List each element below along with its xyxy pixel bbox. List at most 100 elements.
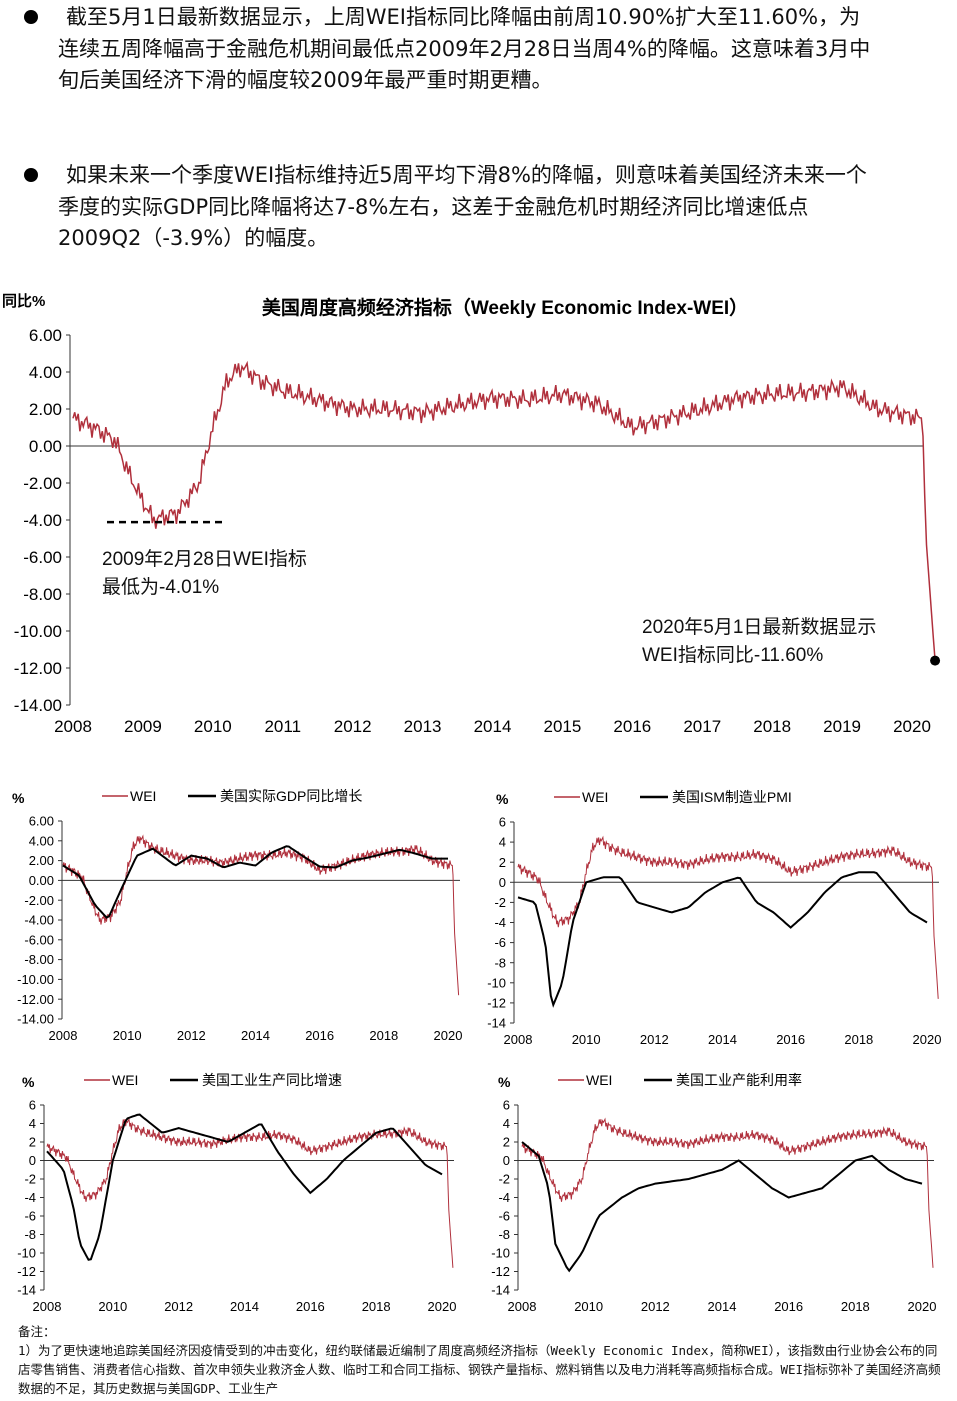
x-tick-label: 2017 xyxy=(683,717,721,736)
legend-wei-label: WEI xyxy=(582,789,608,805)
bullet-icon xyxy=(24,168,38,182)
y-axis-unit: % xyxy=(22,1074,35,1090)
latest-point-marker xyxy=(930,655,941,666)
x-tick-label: 2012 xyxy=(334,717,372,736)
x-tick-label: 2015 xyxy=(544,717,582,736)
x-tick-label: 2009 xyxy=(124,717,162,736)
x-tick-label: 2014 xyxy=(230,1299,259,1314)
annotation-low-line1: 2009年2月28日WEI指标 xyxy=(102,549,307,570)
x-tick-label: 2014 xyxy=(474,717,512,736)
legend-wei-label: WEI xyxy=(130,788,156,804)
y-tick-label: -10 xyxy=(17,1246,36,1261)
annotation-low: 2009年2月28日WEI指标 最低为-4.01% xyxy=(102,546,307,602)
x-tick-label: 2008 xyxy=(49,1028,78,1043)
y-tick-label: -14.00 xyxy=(14,696,62,715)
x-tick-label: 2018 xyxy=(844,1032,873,1047)
y-tick-label: -2.00 xyxy=(23,474,62,493)
x-tick-label: 2014 xyxy=(708,1299,737,1314)
y-tick-label: 4 xyxy=(29,1116,36,1131)
y-tick-label: -4.00 xyxy=(23,511,62,530)
x-tick-label: 2010 xyxy=(574,1299,603,1314)
y-tick-label: 2.00 xyxy=(29,400,62,419)
x-tick-label: 2010 xyxy=(113,1028,142,1043)
y-tick-label: 4.00 xyxy=(29,363,62,382)
y-tick-label: -8.00 xyxy=(24,952,54,967)
y-tick-label: -4 xyxy=(494,915,506,930)
x-tick-label: 2018 xyxy=(841,1299,870,1314)
y-tick-label: 0 xyxy=(503,1153,510,1168)
x-tick-label: 2010 xyxy=(572,1032,601,1047)
y-tick-label: -8 xyxy=(494,955,506,970)
legend-series-label: 美国ISM制造业PMI xyxy=(672,789,792,805)
x-tick-label: 2012 xyxy=(177,1028,206,1043)
y-tick-label: -14.00 xyxy=(17,1012,54,1027)
y-tick-label: -12 xyxy=(491,1264,510,1279)
y-tick-label: -2.00 xyxy=(24,893,54,908)
y-tick-label: -14 xyxy=(487,1016,506,1031)
y-tick-label: -12 xyxy=(487,995,506,1010)
y-tick-label: -12 xyxy=(17,1264,36,1279)
x-tick-label: 2018 xyxy=(362,1299,391,1314)
y-tick-label: -12.00 xyxy=(14,659,62,678)
wei-line xyxy=(72,360,936,661)
series-line xyxy=(46,1113,443,1261)
y-tick-label: 0 xyxy=(499,875,506,890)
y-tick-label: -10.00 xyxy=(14,622,62,641)
x-tick-label: 2014 xyxy=(708,1032,737,1047)
x-tick-label: 2012 xyxy=(640,1032,669,1047)
y-tick-label: 6 xyxy=(503,1098,510,1113)
y-tick-label: -6.00 xyxy=(24,932,54,947)
y-tick-label: -2 xyxy=(24,1172,36,1187)
legend-wei-label: WEI xyxy=(586,1072,612,1088)
x-tick-label: 2016 xyxy=(776,1032,805,1047)
x-tick-label: 2018 xyxy=(753,717,791,736)
legend-wei-label: WEI xyxy=(112,1072,138,1088)
y-axis-unit: % xyxy=(496,791,509,807)
x-tick-label: 2008 xyxy=(504,1032,533,1047)
x-tick-label: 2016 xyxy=(774,1299,803,1314)
x-tick-label: 2020 xyxy=(893,717,931,736)
y-tick-label: -10 xyxy=(491,1246,510,1261)
y-tick-label: -14 xyxy=(17,1283,36,1298)
legend-series-label: 美国工业生产同比增速 xyxy=(202,1072,342,1088)
y-tick-label: 4.00 xyxy=(29,833,54,848)
y-tick-label: -8 xyxy=(24,1227,36,1242)
paragraph-2: 如果未来一个季度WEI指标维持近5周平均下滑8%的降幅，则意味着美国经济未来一个… xyxy=(58,163,867,250)
wei-line xyxy=(517,835,939,999)
x-tick-label: 2020 xyxy=(908,1299,937,1314)
y-tick-label: -6 xyxy=(494,935,506,950)
y-tick-label: 0.00 xyxy=(29,437,62,456)
x-tick-label: 2008 xyxy=(508,1299,537,1314)
y-axis-unit: % xyxy=(498,1074,511,1090)
y-tick-label: -12.00 xyxy=(17,992,54,1007)
x-tick-label: 2014 xyxy=(241,1028,270,1043)
y-tick-label: 2 xyxy=(29,1135,36,1150)
x-tick-label: 2020 xyxy=(913,1032,942,1047)
x-tick-label: 2010 xyxy=(98,1299,127,1314)
y-tick-label: -8.00 xyxy=(23,585,62,604)
y-tick-label: 2 xyxy=(503,1135,510,1150)
annotation-latest-line2: WEI指标同比-11.60% xyxy=(642,645,824,666)
x-tick-label: 2013 xyxy=(404,717,442,736)
y-tick-label: 4 xyxy=(503,1116,510,1131)
legend-series-label: 美国实际GDP同比增长 xyxy=(220,788,362,804)
y-tick-label: -4.00 xyxy=(24,913,54,928)
x-tick-label: 2010 xyxy=(194,717,232,736)
legend-series-label: 美国工业产能利用率 xyxy=(676,1072,802,1088)
x-tick-label: 2020 xyxy=(434,1028,463,1043)
y-tick-label: -10 xyxy=(487,975,506,990)
y-axis-unit: % xyxy=(12,790,25,806)
y-tick-label: 6 xyxy=(29,1098,36,1113)
y-tick-label: -6.00 xyxy=(23,548,62,567)
notes-heading: 备注： xyxy=(18,1324,56,1339)
y-tick-label: 2 xyxy=(499,855,506,870)
x-tick-label: 2016 xyxy=(305,1028,334,1043)
wei-line xyxy=(521,1117,934,1268)
x-tick-label: 2020 xyxy=(428,1299,457,1314)
y-tick-label: -2 xyxy=(494,895,506,910)
series-line xyxy=(521,1141,923,1273)
y-tick-label: -6 xyxy=(498,1209,510,1224)
annotation-low-line2: 最低为-4.01% xyxy=(102,577,220,598)
